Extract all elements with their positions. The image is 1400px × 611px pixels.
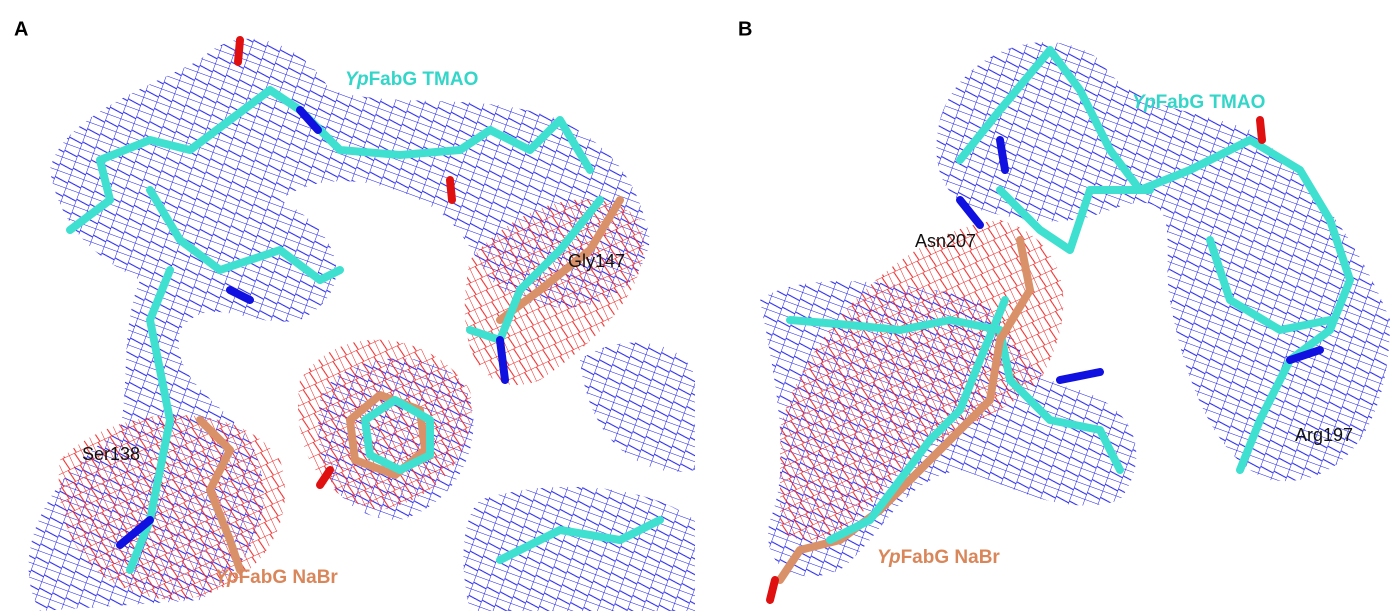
mesh-blue	[463, 487, 695, 611]
mesh-blue	[580, 343, 695, 472]
stick	[1000, 140, 1005, 170]
legend-text: FabG NaBr	[239, 567, 339, 588]
stick	[1260, 120, 1262, 140]
legend-bottom: YpFabG NaBr	[215, 567, 338, 588]
residue-label: Asn207	[915, 231, 976, 251]
stick	[770, 580, 775, 600]
panel-a: A YpFabG TMAO YpFabG NaBr Gly147 Ser138	[14, 18, 695, 611]
stick	[450, 180, 452, 200]
legend-italic: Yp	[215, 567, 239, 588]
legend-text: FabG TMAO	[1156, 92, 1266, 113]
stick	[238, 40, 240, 62]
residue-label: Arg197	[1295, 425, 1353, 445]
legend-italic: Yp	[1132, 92, 1156, 113]
legend-italic: Yp	[345, 69, 369, 90]
residue-label: Ser138	[82, 444, 140, 464]
density-mesh	[760, 42, 1390, 576]
legend-bottom: YpFabG NaBr	[877, 547, 1000, 568]
legend-text: FabG TMAO	[369, 69, 479, 90]
panel-b: B YpFabG TMAO YpFabG NaBr Asn207 Arg197	[738, 18, 1390, 600]
figure: A YpFabG TMAO YpFabG NaBr Gly147 Ser138 …	[0, 0, 1400, 611]
panel-letter: B	[738, 18, 752, 40]
legend-italic: Yp	[877, 547, 901, 568]
legend-top: YpFabG TMAO	[345, 69, 478, 90]
legend-text: FabG NaBr	[901, 547, 1001, 568]
density-mesh	[29, 39, 695, 611]
residue-label: Gly147	[568, 251, 625, 271]
panel-letter: A	[14, 18, 28, 40]
stick	[500, 340, 505, 380]
legend-top: YpFabG TMAO	[1132, 92, 1265, 113]
stick	[1060, 372, 1100, 380]
